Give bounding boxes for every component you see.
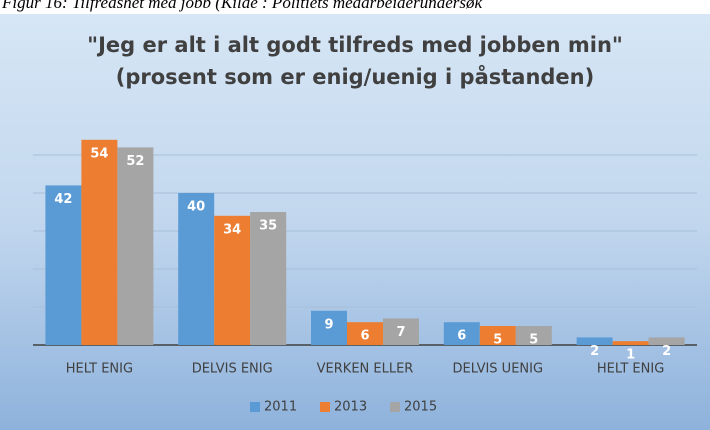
bar (648, 337, 685, 345)
bar (311, 310, 347, 345)
legend-label: 2015 (404, 400, 437, 415)
bar (117, 147, 154, 345)
bar (515, 326, 552, 345)
chart-subtitle: (prosent som er enig/uenig i påstanden) (116, 64, 594, 89)
data-label: 5 (493, 333, 502, 348)
bar (347, 322, 383, 345)
x-tick-label: VERKEN ELLER (317, 362, 414, 377)
data-label: 1 (626, 348, 635, 363)
data-label: 54 (90, 146, 108, 161)
bar (45, 185, 82, 345)
bar (443, 322, 480, 345)
bar (479, 326, 516, 345)
data-label: 34 (223, 222, 241, 237)
data-label: 42 (54, 192, 72, 207)
bar (250, 212, 287, 345)
data-label: 2 (590, 344, 599, 359)
data-label: 5 (529, 333, 538, 348)
bar (576, 337, 613, 345)
legend-label: 2011 (264, 400, 297, 415)
legend-label: 2013 (334, 400, 367, 415)
chart-title: "Jeg er alt i alt godt tilfreds med jobb… (87, 33, 623, 57)
data-label: 52 (126, 154, 144, 169)
data-label: 9 (324, 317, 333, 332)
data-label: 35 (259, 219, 277, 234)
data-label: 7 (396, 325, 405, 340)
legend-swatch (390, 402, 400, 412)
bar (214, 215, 251, 345)
bar (178, 193, 215, 345)
caption: Figur 16: Tilfredshet med jobb (Kilde : … (1, 0, 482, 12)
bar (612, 341, 649, 345)
data-label: 6 (360, 329, 369, 344)
data-label: 40 (187, 200, 205, 215)
x-tick-label: HELT ENIG (597, 362, 664, 377)
x-tick-label: HELT ENIG (66, 362, 133, 377)
legend-swatch (250, 402, 260, 412)
bar (383, 318, 419, 345)
data-label: 2 (662, 344, 671, 359)
legend-swatch (320, 402, 330, 412)
data-label: 6 (457, 329, 466, 344)
x-tick-label: DELVIS UENIG (453, 362, 544, 377)
x-tick-label: DELVIS ENIG (192, 362, 273, 377)
bar (81, 139, 118, 345)
